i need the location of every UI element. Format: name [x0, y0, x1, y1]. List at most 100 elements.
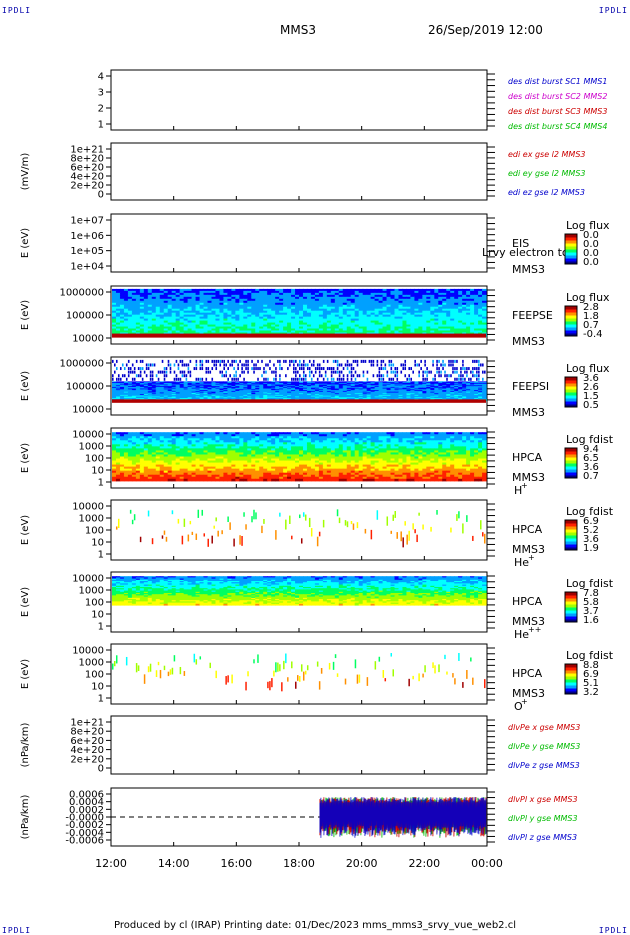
- spectrogram-dot: [303, 371, 305, 374]
- spectrogram-dot: [146, 367, 148, 370]
- spectrogram-dot: [307, 363, 309, 366]
- spectrogram-dot: [295, 360, 297, 363]
- spectrogram-dot: [299, 360, 301, 363]
- spectrogram-dot: [200, 367, 202, 370]
- spectrogram-dot: [273, 378, 275, 381]
- spectrogram-dot: [186, 374, 188, 377]
- spectrogram-dot: [293, 378, 295, 381]
- spectrogram-dot: [112, 360, 114, 363]
- spectrogram-dot: [164, 374, 166, 377]
- spectrogram-dot: [126, 378, 128, 381]
- spectrogram-dot: [215, 360, 217, 363]
- spectrogram-dot: [176, 374, 178, 377]
- spectrogram-dot: [293, 360, 295, 363]
- colorbar-segment: [565, 237, 577, 241]
- spectrogram-dot: [164, 378, 166, 381]
- spectrogram-dot: [295, 378, 297, 381]
- spectrogram-dot: [182, 363, 184, 366]
- spectrogram-dot: [156, 374, 158, 377]
- spectrogram-dot: [152, 371, 154, 374]
- spectrogram-dot: [164, 367, 166, 370]
- spectrogram-dot: [206, 367, 208, 370]
- spacecraft-label: MMS3: [512, 406, 545, 419]
- spectrogram-dot: [315, 371, 317, 374]
- spectrogram-dot: [261, 360, 263, 363]
- spectrogram-dot: [128, 360, 130, 363]
- legend-entry: des dist burst SC2 MMS2: [508, 92, 607, 101]
- colorbar-segment: [565, 321, 577, 325]
- spectrogram-dot: [255, 363, 257, 366]
- spectrogram-dot: [196, 363, 198, 366]
- spectrogram-dot: [313, 363, 315, 366]
- spectrogram-dot: [231, 378, 233, 381]
- colorbar-segment: [565, 243, 577, 247]
- spectrogram-dot: [202, 363, 204, 366]
- spectrogram-dot: [237, 367, 239, 370]
- y-axis-label: (mV/m): [20, 153, 31, 191]
- spectrogram-dot: [255, 367, 257, 370]
- spectrogram-dot: [213, 363, 215, 366]
- spectrogram-dot: [263, 371, 265, 374]
- spectrogram-dot: [245, 360, 247, 363]
- spectrogram-dot: [219, 363, 221, 366]
- spectrogram-dot: [303, 360, 305, 363]
- spectrogram-dot: [311, 371, 313, 374]
- spectrogram-dot: [239, 374, 241, 377]
- spectrogram-dot: [120, 378, 122, 381]
- y-axis-label: E (eV): [20, 371, 31, 401]
- spectrogram-dot: [164, 371, 166, 374]
- spectrogram-dot: [269, 360, 271, 363]
- spectrogram-dot: [124, 374, 126, 377]
- spectrogram-dot: [233, 360, 235, 363]
- spectrogram-dot: [305, 378, 307, 381]
- spectrogram-dot: [186, 363, 188, 366]
- spectrogram-dot: [295, 367, 297, 370]
- spectrogram-dot: [194, 367, 196, 370]
- spectrogram-dot: [279, 374, 281, 377]
- spectrogram-dot: [128, 371, 130, 374]
- spectrogram-dot: [299, 374, 301, 377]
- legend-entry: des dist burst SC3 MMS3: [508, 107, 607, 116]
- spectrogram-dot: [219, 371, 221, 374]
- spectrogram-dot: [291, 360, 293, 363]
- colorbar-segment: [565, 401, 577, 405]
- spectrogram-dot: [229, 363, 231, 366]
- spectrogram-dot: [317, 367, 319, 370]
- spectrogram-dot: [188, 363, 190, 366]
- spectrogram-dot: [132, 378, 134, 381]
- spectrogram-dot: [275, 371, 277, 374]
- spectrogram-dot: [180, 378, 182, 381]
- y-axis-label: E (eV): [20, 228, 31, 258]
- spectrogram-dot: [309, 367, 311, 370]
- y-tick-label: 10000: [72, 405, 104, 416]
- spectrogram-dot: [168, 363, 170, 366]
- spectrogram-dot: [305, 374, 307, 377]
- spectrogram-dot: [247, 371, 249, 374]
- spectrogram-dot: [213, 360, 215, 363]
- spectrogram-dot: [225, 374, 227, 377]
- spectrogram-dot: [293, 367, 295, 370]
- y-tick-label: 10000: [72, 334, 104, 345]
- spectrogram-dot: [140, 371, 142, 374]
- spectrogram-dot: [136, 374, 138, 377]
- spectrogram-dot: [265, 371, 267, 374]
- spectrogram-dot: [319, 367, 321, 370]
- spectrogram-dot: [285, 374, 287, 377]
- spectrogram-dot: [247, 367, 249, 370]
- spectrogram-dot: [140, 360, 142, 363]
- spectrogram-dot: [166, 374, 168, 377]
- colorbar-segment: [565, 252, 577, 256]
- spectrogram-dot: [206, 360, 208, 363]
- colorbar-segment: [565, 380, 577, 384]
- spectrogram-dot: [221, 374, 223, 377]
- spectrogram-dot: [223, 367, 225, 370]
- spectrogram-dot: [221, 360, 223, 363]
- spectrogram-dot: [198, 378, 200, 381]
- spectrogram-dot: [291, 378, 293, 381]
- panel-frame: [111, 143, 487, 200]
- spectrogram-dot: [235, 374, 237, 377]
- spectrogram-dot: [237, 363, 239, 366]
- spectrogram-dot: [261, 374, 263, 377]
